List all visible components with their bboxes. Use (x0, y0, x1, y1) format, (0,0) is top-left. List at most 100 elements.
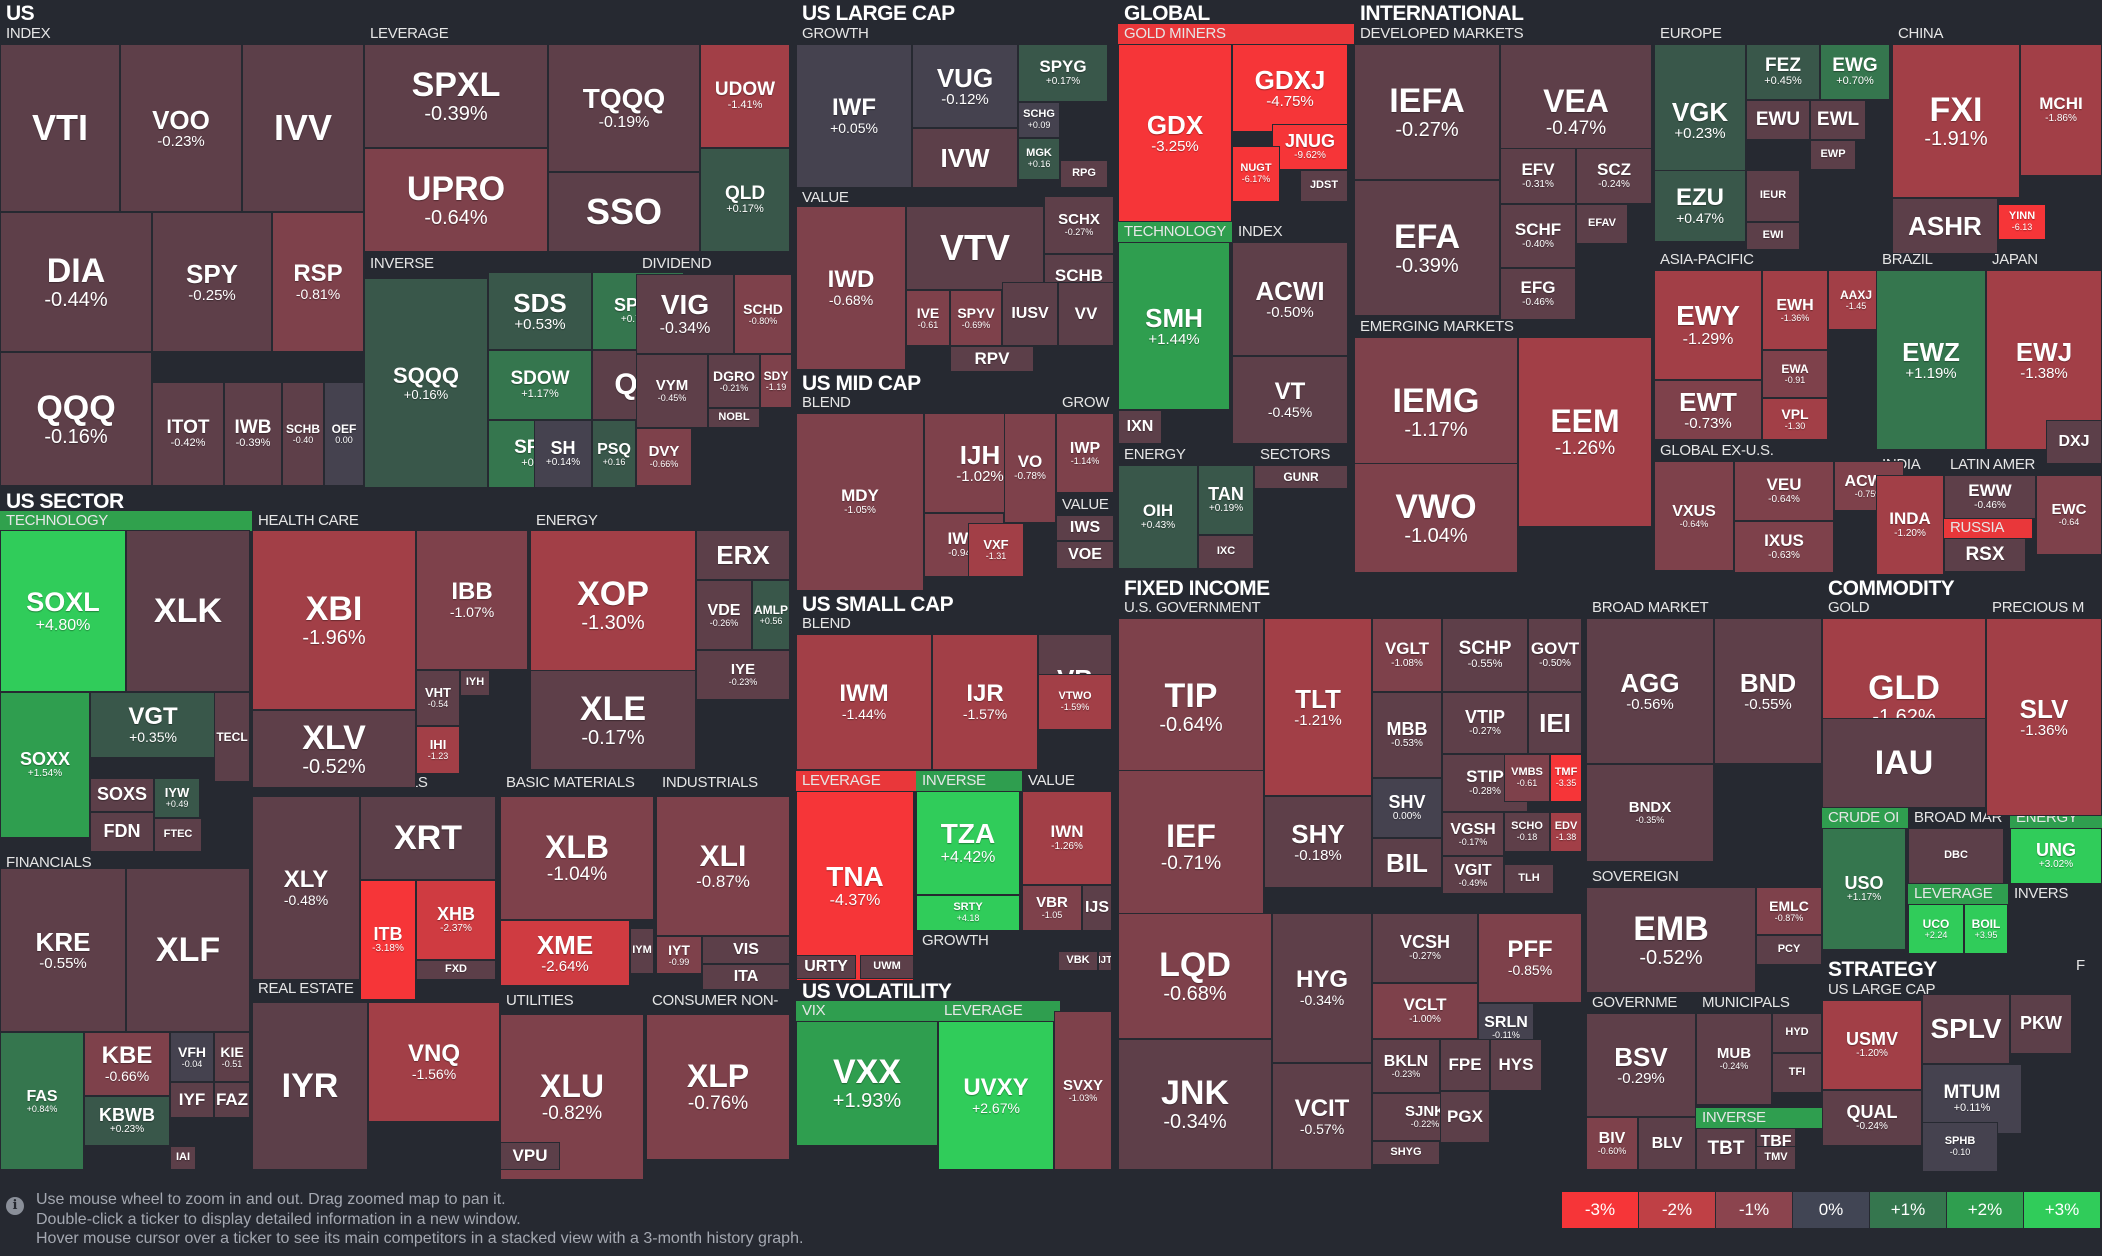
ticker-tile[interactable]: VXF -1.31 (968, 523, 1024, 577)
ticker-tile[interactable]: BOIL +3.95 (1964, 904, 2008, 954)
ticker-tile[interactable]: MCHI -1.86% (2020, 44, 2102, 176)
ticker-tile[interactable]: IAU (1822, 718, 1986, 808)
ticker-tile[interactable]: VBR -1.05 (1022, 885, 1082, 931)
ticker-tile[interactable]: MGK +0.16 (1018, 138, 1060, 180)
ticker-tile[interactable]: JNUG -9.62% (1272, 124, 1348, 170)
ticker-tile[interactable]: DGRO -0.21% (708, 354, 760, 408)
ticker-tile[interactable]: IEFA -0.27% (1354, 44, 1500, 180)
ticker-tile[interactable]: VBK (1058, 951, 1098, 971)
ticker-tile[interactable]: UPRO -0.64% (364, 148, 548, 252)
ticker-tile[interactable]: VCIT -0.57% (1272, 1063, 1372, 1170)
ticker-tile[interactable]: XRT (360, 796, 496, 880)
ticker-tile[interactable]: IWB -0.39% (224, 382, 282, 486)
ticker-tile[interactable]: AMLP +0.56 (752, 580, 790, 650)
ticker-tile[interactable]: TECL (214, 692, 250, 782)
ticker-tile[interactable]: IVV (242, 44, 364, 212)
ticker-tile[interactable]: GDXJ -4.75% (1232, 44, 1348, 132)
ticker-tile[interactable]: FXI -1.91% (1892, 44, 2020, 198)
ticker-tile[interactable]: PFF -0.85% (1478, 913, 1582, 1003)
ticker-tile[interactable]: FDN (90, 812, 154, 852)
ticker-tile[interactable]: GUNR (1254, 465, 1348, 489)
ticker-tile[interactable]: DIA -0.44% (0, 212, 152, 352)
ticker-tile[interactable]: SPLV (1922, 994, 2010, 1064)
ticker-tile[interactable]: SHY -0.18% (1264, 796, 1372, 888)
ticker-tile[interactable]: TZA +4.42% (916, 791, 1020, 895)
ticker-tile[interactable]: IYR (252, 1002, 368, 1170)
ticker-tile[interactable]: VGLT -1.08% (1372, 618, 1442, 692)
ticker-tile[interactable]: FXD (416, 960, 496, 980)
ticker-tile[interactable]: VTIP -0.27% (1442, 692, 1528, 754)
ticker-tile[interactable]: IJS (1082, 885, 1112, 931)
ticker-tile[interactable]: XBI -1.96% (252, 530, 416, 710)
ticker-tile[interactable]: VXX +1.93% (796, 1021, 938, 1146)
ticker-tile[interactable]: VGIT -0.49% (1442, 856, 1504, 894)
ticker-tile[interactable]: TIP -0.64% (1118, 618, 1264, 796)
ticker-tile[interactable]: IYT -0.99 (656, 936, 702, 974)
ticker-tile[interactable]: EWY -1.29% (1654, 270, 1762, 380)
ticker-tile[interactable]: VGSH -0.17% (1442, 812, 1504, 856)
ticker-tile[interactable]: SCHF -0.40% (1500, 204, 1576, 268)
ticker-tile[interactable]: TBT (1696, 1128, 1756, 1170)
ticker-tile[interactable]: SCHG +0.09 (1018, 102, 1060, 138)
ticker-tile[interactable]: UDOW -1.41% (700, 44, 790, 148)
ticker-tile[interactable]: VEU -0.64% (1734, 461, 1834, 521)
ticker-tile[interactable]: EMB -0.52% (1586, 887, 1756, 993)
ticker-tile[interactable]: EFAV (1576, 204, 1628, 244)
ticker-tile[interactable]: BLV (1638, 1117, 1696, 1170)
ticker-tile[interactable]: IJR -1.57% (932, 634, 1038, 770)
ticker-tile[interactable]: EWG +0.70% (1820, 44, 1890, 100)
ticker-tile[interactable]: GDX -3.25% (1118, 44, 1232, 222)
ticker-tile[interactable]: UNG +3.02% (2010, 828, 2102, 884)
ticker-tile[interactable]: EZU +0.47% (1654, 170, 1746, 242)
ticker-tile[interactable]: EWH -1.36% (1762, 270, 1828, 350)
ticker-tile[interactable]: IEMG -1.17% (1354, 337, 1518, 487)
ticker-tile[interactable]: XME -2.64% (500, 920, 630, 986)
ticker-tile[interactable]: MUB -0.24% (1696, 1013, 1772, 1105)
ticker-tile[interactable]: EDV -1.38 (1550, 812, 1582, 852)
ticker-tile[interactable]: TLT -1.21% (1264, 618, 1372, 796)
ticker-tile[interactable]: IBB -1.07% (416, 530, 528, 670)
ticker-tile[interactable]: BNDX -0.35% (1586, 764, 1714, 862)
ticker-tile[interactable]: XLK (126, 530, 250, 692)
ticker-tile[interactable]: TQQQ -0.19% (548, 44, 700, 172)
ticker-tile[interactable]: SHV 0.00% (1372, 778, 1442, 838)
ticker-tile[interactable]: AAXJ -1.45 (1828, 270, 1884, 330)
ticker-tile[interactable]: IWD -0.68% (796, 206, 906, 370)
ticker-tile[interactable]: PKW (2010, 994, 2072, 1054)
ticker-tile[interactable]: UCO +2.24 (1908, 904, 1964, 954)
ticker-tile[interactable]: EWL (1810, 100, 1866, 140)
ticker-tile[interactable]: RPV (950, 346, 1034, 372)
ticker-tile[interactable]: EWA -0.91 (1762, 350, 1828, 398)
ticker-tile[interactable]: IXUS -0.63% (1734, 521, 1834, 573)
ticker-tile[interactable]: INDA -1.20% (1876, 475, 1944, 575)
ticker-tile[interactable]: TNA -4.37% (796, 791, 914, 981)
ticker-tile[interactable]: EWZ +1.19% (1876, 270, 1986, 450)
ticker-tile[interactable]: FEZ +0.45% (1746, 44, 1820, 100)
ticker-tile[interactable]: DXJ (2046, 420, 2102, 464)
ticker-tile[interactable]: SRTY +4.18 (916, 895, 1020, 931)
ticker-tile[interactable]: SOXS (90, 778, 154, 812)
ticker-tile[interactable]: EWI (1746, 222, 1800, 250)
ticker-tile[interactable]: ACWI -0.50% (1232, 242, 1348, 356)
ticker-tile[interactable]: NOBL (708, 408, 760, 428)
ticker-tile[interactable]: SCHB -0.40 (282, 382, 324, 486)
ticker-tile[interactable]: TMV (1756, 1146, 1796, 1170)
ticker-tile[interactable]: BIV -0.60% (1586, 1117, 1638, 1170)
ticker-tile[interactable]: SMH +1.44% (1118, 242, 1230, 410)
ticker-tile[interactable]: IYM (630, 928, 654, 974)
ticker-tile[interactable]: IHI -1.23 (416, 726, 460, 774)
ticker-tile[interactable]: BIL (1372, 838, 1442, 888)
ticker-tile[interactable]: XLY -0.48% (252, 796, 360, 980)
ticker-tile[interactable]: USMV -1.20% (1822, 1000, 1922, 1090)
ticker-tile[interactable]: SVXY -1.03% (1054, 1011, 1112, 1170)
ticker-tile[interactable]: IYW +0.49 (154, 778, 200, 818)
ticker-tile[interactable]: KIE -0.51 (214, 1032, 250, 1082)
ticker-tile[interactable]: QLD +0.17% (700, 148, 790, 252)
ticker-tile[interactable]: VUG -0.12% (912, 44, 1018, 128)
ticker-tile[interactable]: EWU (1746, 100, 1810, 140)
ticker-tile[interactable]: ITB -3.18% (360, 880, 416, 1000)
ticker-tile[interactable]: VXUS -0.64% (1654, 461, 1734, 571)
ticker-tile[interactable]: YINN -6.13 (1998, 204, 2046, 240)
ticker-tile[interactable]: VO -0.78% (1004, 413, 1056, 523)
ticker-tile[interactable]: NUGT -6.17% (1232, 146, 1280, 202)
